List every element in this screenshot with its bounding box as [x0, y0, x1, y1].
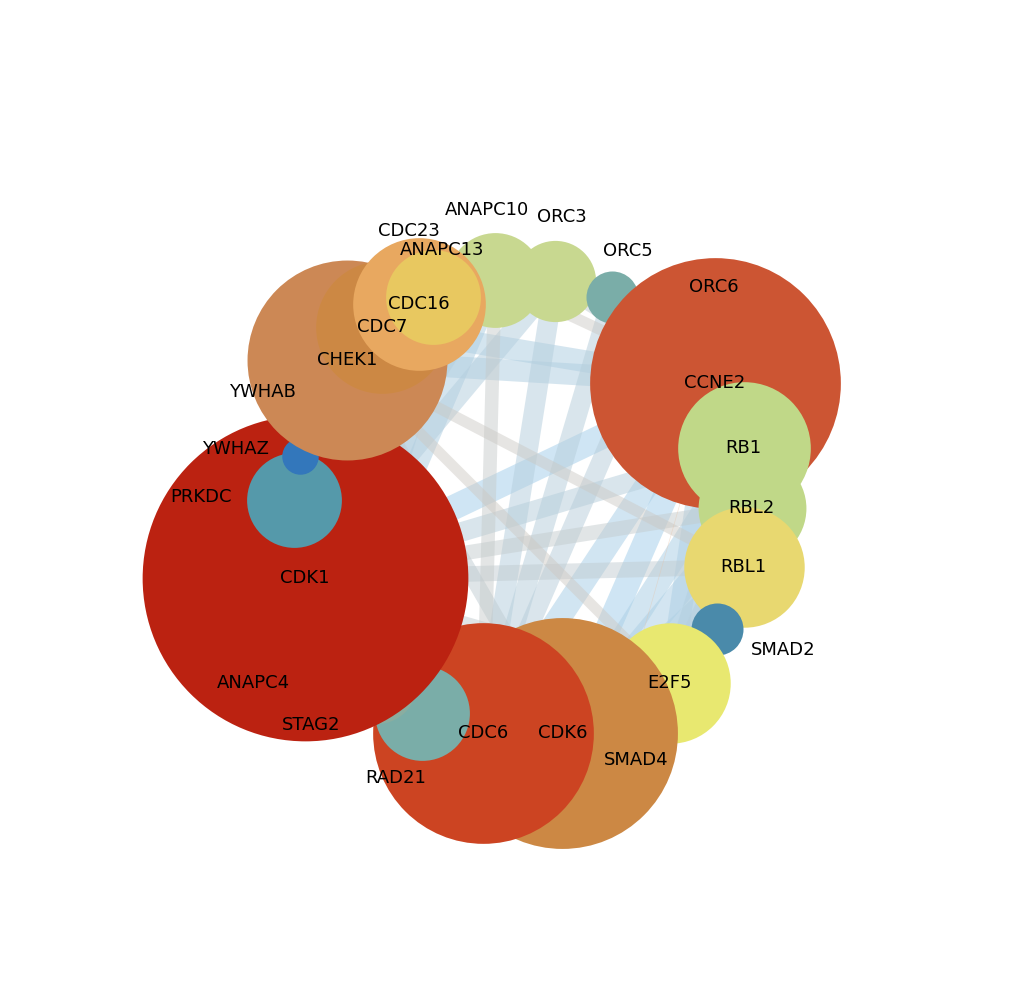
Text: YWHAB: YWHAB — [229, 383, 296, 401]
Text: PRKDC: PRKDC — [170, 488, 231, 507]
Point — [486, 272, 502, 288]
Text: RB1: RB1 — [725, 439, 761, 457]
Point — [291, 448, 308, 464]
Point — [331, 637, 347, 653]
Point — [414, 706, 430, 722]
Text: SMAD2: SMAD2 — [750, 641, 814, 659]
Point — [367, 674, 383, 690]
Text: CDK6: CDK6 — [537, 724, 587, 742]
Text: ORC5: ORC5 — [602, 242, 652, 260]
Text: STAG2: STAG2 — [281, 716, 340, 734]
Text: E2F5: E2F5 — [647, 673, 691, 691]
Text: CCNE2: CCNE2 — [684, 374, 745, 392]
Text: ORC3: ORC3 — [537, 208, 587, 226]
Point — [425, 288, 441, 305]
Point — [475, 725, 491, 741]
Text: ANAPC13: ANAPC13 — [399, 241, 484, 259]
Text: CDK1: CDK1 — [280, 569, 329, 587]
Point — [373, 320, 389, 336]
Point — [610, 707, 627, 723]
Point — [443, 281, 460, 297]
Text: CDC6: CDC6 — [458, 724, 507, 742]
Text: RAD21: RAD21 — [365, 769, 425, 787]
Text: ORC6: ORC6 — [689, 277, 738, 295]
Text: CDC7: CDC7 — [357, 319, 407, 337]
Text: YWHAZ: YWHAZ — [202, 440, 268, 458]
Point — [311, 396, 327, 412]
Point — [735, 440, 751, 456]
Point — [285, 491, 302, 508]
Point — [708, 621, 725, 637]
Point — [743, 499, 759, 516]
Point — [546, 273, 562, 289]
Text: SMAD4: SMAD4 — [603, 752, 668, 769]
Point — [553, 725, 570, 741]
Point — [735, 559, 751, 575]
Text: RBL2: RBL2 — [728, 498, 773, 517]
Point — [339, 353, 356, 369]
Point — [661, 674, 678, 690]
Text: CHEK1: CHEK1 — [317, 352, 377, 370]
Point — [706, 375, 722, 391]
Text: CDC16: CDC16 — [387, 294, 449, 313]
Point — [297, 570, 313, 586]
Point — [411, 295, 427, 312]
Text: CDC23: CDC23 — [378, 222, 439, 240]
Text: RBL1: RBL1 — [720, 558, 766, 576]
Text: ANAPC4: ANAPC4 — [217, 673, 290, 691]
Text: ANAPC10: ANAPC10 — [444, 201, 529, 219]
Point — [603, 288, 620, 305]
Point — [651, 317, 667, 333]
